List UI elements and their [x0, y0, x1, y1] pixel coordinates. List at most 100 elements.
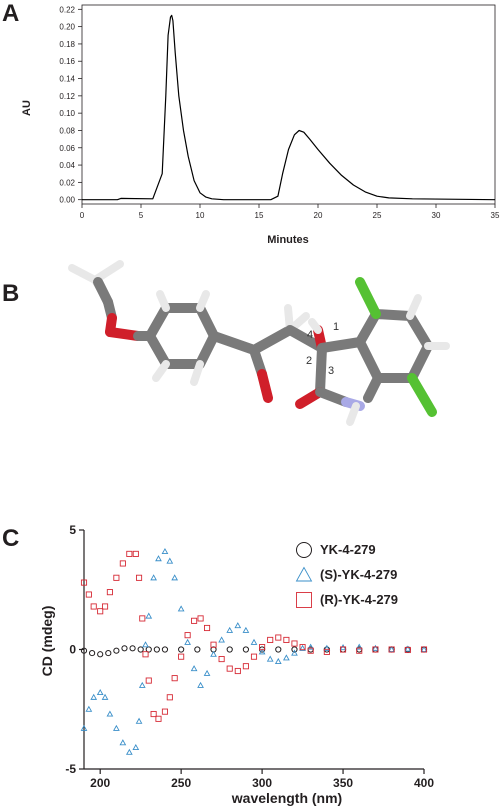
cd-legend-label: YK-4-279	[320, 542, 376, 557]
cd-point	[242, 646, 250, 653]
cd-point	[155, 555, 162, 562]
cd-point	[80, 579, 88, 586]
molecule-structure-image: 1 2 3 4	[68, 260, 450, 426]
cd-point	[96, 688, 104, 696]
cd-point	[129, 645, 136, 652]
cd-point	[203, 624, 211, 632]
cd-point	[166, 557, 174, 564]
cd-point	[90, 693, 98, 700]
cd-point	[190, 665, 198, 672]
chromatogram-x-axis-label: Minutes	[267, 234, 309, 246]
atom-label-3: 3	[328, 365, 334, 377]
cd-point	[420, 646, 428, 653]
cd-point	[291, 649, 298, 656]
cd-point	[275, 646, 282, 653]
cd-point	[242, 663, 249, 670]
y-tick-label: 0.00	[59, 196, 75, 205]
cd-point	[226, 665, 233, 672]
cd-point	[299, 644, 306, 651]
x-tick-label: 15	[255, 211, 264, 220]
y-tick-label: 0.18	[59, 40, 75, 49]
cd-point	[355, 643, 363, 650]
cd-legend: YK-4-279 (S)-YK-4-279 (R)-YK-4-279	[295, 542, 398, 608]
cd-point	[210, 641, 217, 648]
cd-point	[113, 574, 120, 581]
cd-point	[178, 653, 185, 660]
cd-legend-item: YK-4-279	[296, 542, 376, 558]
cd-point	[138, 681, 146, 688]
cd-point	[177, 605, 185, 612]
cd-point	[171, 675, 178, 682]
cd-point	[291, 640, 298, 647]
cd-legend-marker	[295, 566, 313, 582]
cd-point	[197, 615, 204, 622]
cd-point	[323, 648, 330, 655]
cd-point	[258, 648, 266, 655]
cd-point	[226, 646, 233, 653]
cd-point	[145, 612, 153, 619]
cd-y-tick-label: 5	[69, 523, 76, 537]
cd-point	[259, 644, 266, 651]
cd-point	[132, 550, 139, 557]
cd-point	[226, 626, 234, 633]
cd-x-tick-label: 350	[333, 776, 353, 790]
cd-point	[106, 589, 113, 596]
y-tick-label: 0.14	[59, 75, 75, 84]
y-tick-label: 0.08	[59, 126, 75, 135]
x-tick-label: 35	[491, 211, 500, 220]
cd-legend-item: (S)-YK-4-279	[295, 566, 397, 582]
x-tick-label: 20	[314, 211, 323, 220]
cd-x-tick-label: 300	[252, 776, 272, 790]
cd-point	[166, 694, 173, 701]
cd-y-axis-label: CD (mdeg)	[39, 606, 55, 677]
cd-point	[155, 715, 162, 722]
cd-point	[234, 667, 241, 675]
cd-point	[307, 643, 315, 650]
x-tick-label: 30	[432, 211, 441, 220]
cd-point	[139, 615, 146, 622]
cd-point	[275, 634, 282, 641]
cd-point	[191, 617, 198, 624]
cd-point	[142, 651, 149, 658]
cd-point	[203, 669, 211, 676]
cd-point	[145, 677, 152, 684]
cd-point	[388, 645, 395, 653]
cd-point	[250, 653, 258, 660]
cd-point	[234, 622, 242, 629]
cd-point	[299, 644, 306, 651]
cd-point	[119, 560, 126, 567]
cd-point	[250, 638, 258, 645]
cd-point	[90, 603, 97, 610]
y-tick-label: 0.22	[59, 5, 75, 14]
cd-point	[404, 645, 412, 652]
cd-point	[420, 645, 428, 653]
panel-a-label: A	[2, 0, 20, 27]
panel-b-label: B	[2, 280, 20, 307]
y-tick-label: 0.16	[59, 57, 75, 66]
cd-point	[119, 739, 127, 746]
cd-point	[142, 641, 149, 648]
cd-point	[80, 647, 88, 654]
cd-point	[388, 646, 395, 653]
cd-legend-marker	[296, 542, 312, 558]
cd-point	[85, 705, 93, 712]
atom-label-2: 2	[306, 355, 312, 367]
y-tick-label: 0.06	[59, 144, 75, 153]
cd-point	[339, 646, 347, 653]
panel-a-chromatogram: 0 5 10 15 20 25 30 35 0.00 0.02 0.04 0.06 0.08 0.10 0.…	[0, 0, 500, 250]
y-tick-label: 0.02	[59, 178, 75, 187]
cd-point	[242, 626, 250, 633]
cd-point	[113, 724, 120, 731]
atom-label-4: 4	[307, 329, 313, 341]
cd-x-tick-label: 200	[90, 776, 110, 790]
y-tick-label: 0.10	[59, 109, 75, 118]
panel-c-cd-spectrum: 200 250 300 350 400 -5 0 5 YK-4-279 (S)-YK-4-279…	[0, 520, 500, 807]
cd-point	[267, 636, 274, 643]
cd-point	[218, 636, 225, 643]
cd-point	[197, 681, 204, 688]
cd-point	[372, 644, 379, 651]
cd-point	[101, 603, 109, 610]
cd-point	[184, 632, 191, 639]
cd-point	[106, 710, 114, 717]
cd-legend-label: (R)-YK-4-279	[320, 592, 398, 607]
